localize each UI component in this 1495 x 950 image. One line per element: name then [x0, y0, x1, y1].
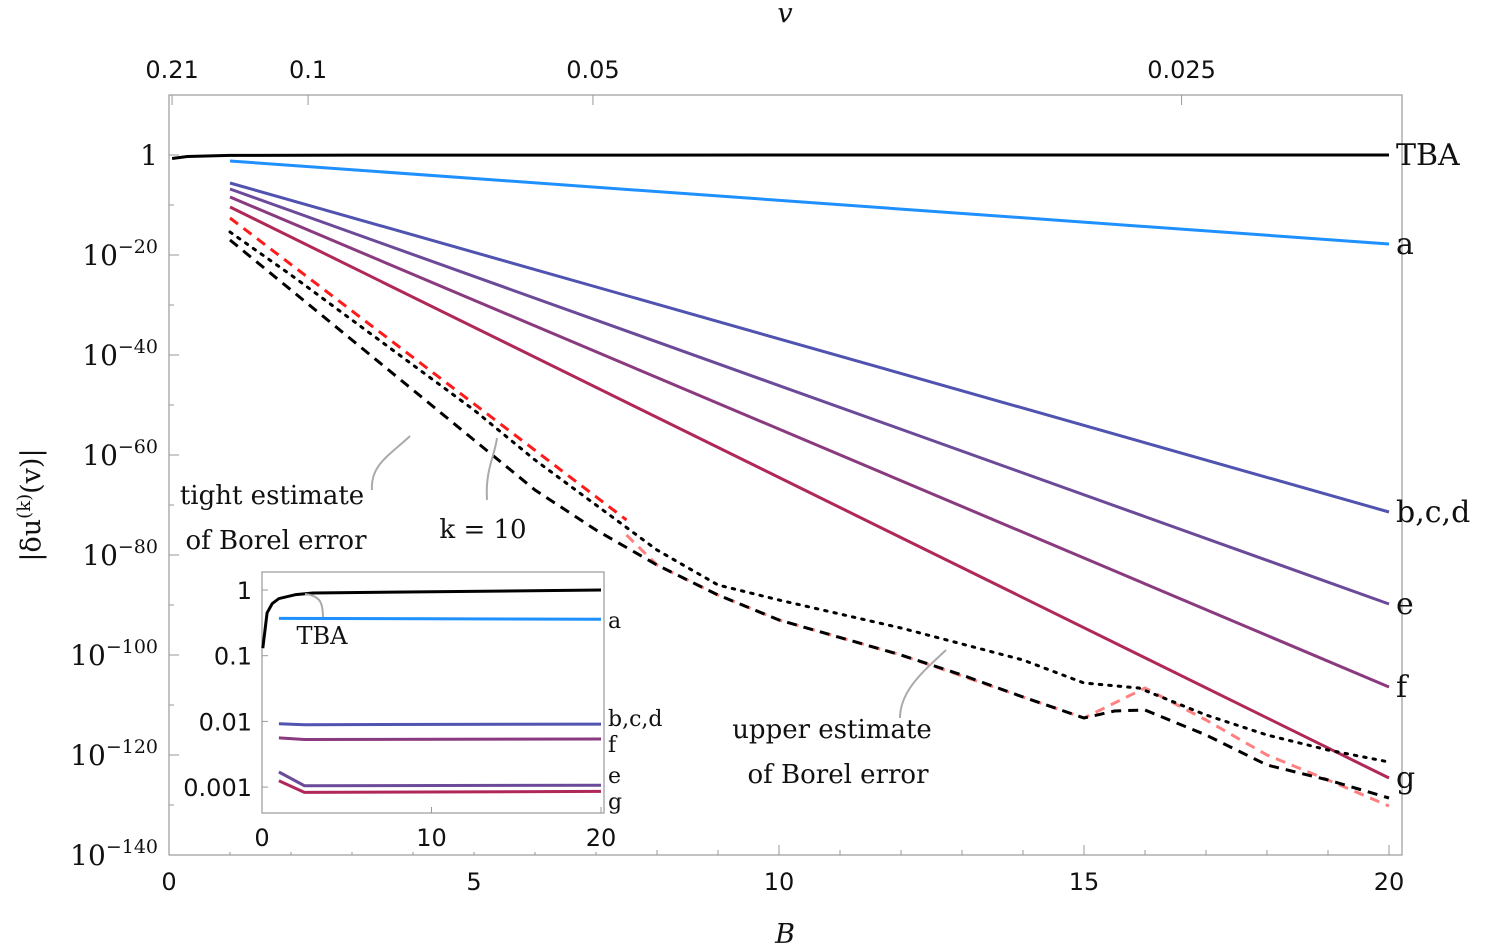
series-line-dotted-9: [228, 230, 1391, 764]
inset-series-line-TBA: [261, 588, 602, 649]
inset-series-label: e: [608, 764, 621, 789]
inset-series-label: a: [608, 609, 621, 634]
annotation-upper-estimate-line2: of Borel error: [747, 760, 929, 790]
y-tick-base: 10: [70, 739, 106, 772]
x-axis-label: B: [774, 919, 795, 950]
inset-y-tick-label: 0.01: [199, 708, 252, 736]
x-tick-label: 15: [1069, 868, 1100, 896]
series-label: a: [1396, 227, 1414, 262]
main-plot: 0 5 10 15 20110−2010−4010−6010−8010−10010−12…: [70, 56, 1470, 896]
series-label: b,c,d: [1396, 495, 1470, 530]
series-line-e: [229, 187, 1390, 606]
y-tick-label: 1: [140, 139, 158, 172]
inset-series-label: f: [608, 733, 618, 758]
y-tick-base: 1: [140, 139, 158, 172]
x-tick-label: 20: [1374, 868, 1405, 896]
inset-y-tick-label: 1: [237, 577, 252, 605]
y-axis-label: |δu(k)(v)|: [14, 448, 47, 561]
y-tick-base: 10: [82, 439, 118, 472]
y-tick-base: 10: [82, 539, 118, 572]
top-tick-label: 0.025: [1147, 56, 1216, 84]
x-tick-label: 10: [764, 868, 795, 896]
y-tick-label: 10−20: [82, 236, 158, 272]
y-tick-base: 10: [82, 339, 118, 372]
upper-estimate-leader: [899, 649, 947, 719]
top-tick-label: 0.05: [566, 56, 619, 84]
y-tick-label: 10−80: [82, 536, 158, 572]
y-tick-exponent: −60: [118, 436, 158, 458]
annotation-tight-estimate-line2: of Borel error: [185, 526, 367, 556]
x-tick-label: 5: [466, 868, 481, 896]
inset-series-line-a: [278, 616, 602, 621]
y-label-pre: |δu: [16, 519, 47, 562]
series-line-f: [229, 195, 1390, 689]
annotation-upper-estimate-line1: upper estimate: [732, 715, 932, 745]
inset-x-tick-label: 10: [416, 824, 447, 852]
series-line-dashed-6: [229, 216, 628, 522]
top-axis-label: v: [777, 0, 792, 29]
annotation-tight-estimate-line1: tight estimate: [180, 481, 364, 511]
series-line-TBA: [171, 153, 1390, 160]
series-label: g: [1396, 761, 1415, 796]
y-tick-label: 10−120: [70, 736, 158, 772]
y-tick-label: 10−60: [82, 436, 158, 472]
y-tick-label: 10−40: [82, 336, 158, 372]
k10-leader: [485, 437, 498, 501]
series-line-g: [229, 205, 1390, 780]
y-tick-exponent: −140: [106, 836, 158, 858]
y-tick-exponent: −40: [118, 336, 158, 358]
inset-x-tick-label: 0: [254, 824, 269, 852]
inset-series-label: TBA: [297, 622, 349, 650]
inset-series-line-e: [278, 770, 602, 788]
inset-tba-leader: [304, 593, 324, 619]
tight-estimate-leader: [370, 435, 411, 491]
top-tick-label: 0.21: [145, 56, 198, 84]
series-label: e: [1396, 587, 1414, 622]
inset-series-label: g: [608, 790, 622, 815]
y-tick-base: 10: [70, 639, 106, 672]
inset-series-line-f: [278, 736, 602, 742]
series-line-bcd: [229, 181, 1390, 514]
y-tick-exponent: −20: [118, 236, 158, 258]
x-tick-label: 0: [161, 868, 176, 896]
inset-x-tick-label: 20: [586, 824, 617, 852]
y-tick-base: 10: [82, 239, 118, 272]
inset-series-label: b,c,d: [608, 707, 662, 732]
inset-y-tick-label: 0.1: [214, 643, 252, 671]
y-label-post: (v)|: [16, 448, 47, 493]
annotations: tight estimate of Borel error k = 10 upp…: [180, 435, 947, 790]
series-line-dashed-8: [229, 238, 1390, 800]
y-tick-exponent: −80: [118, 536, 158, 558]
plot-frame: [168, 94, 1403, 856]
inset-y-tick-label: 0.001: [183, 774, 252, 802]
inset-series-line-bcd: [278, 722, 602, 727]
inset-frame: [261, 571, 605, 814]
y-tick-label: 10−100: [70, 636, 158, 672]
y-tick-label: 10−140: [70, 836, 158, 872]
series-label: TBA: [1396, 138, 1460, 173]
y-tick-exponent: −120: [106, 736, 158, 758]
series-line-a: [229, 159, 1390, 246]
y-tick-base: 10: [70, 839, 106, 872]
top-tick-label: 0.1: [289, 56, 327, 84]
y-tick-exponent: −100: [106, 636, 158, 658]
y-label-sup: (k): [14, 494, 35, 519]
annotation-k10: k = 10: [439, 515, 526, 545]
inset-series-line-g: [278, 779, 602, 794]
series-label: f: [1396, 670, 1409, 705]
